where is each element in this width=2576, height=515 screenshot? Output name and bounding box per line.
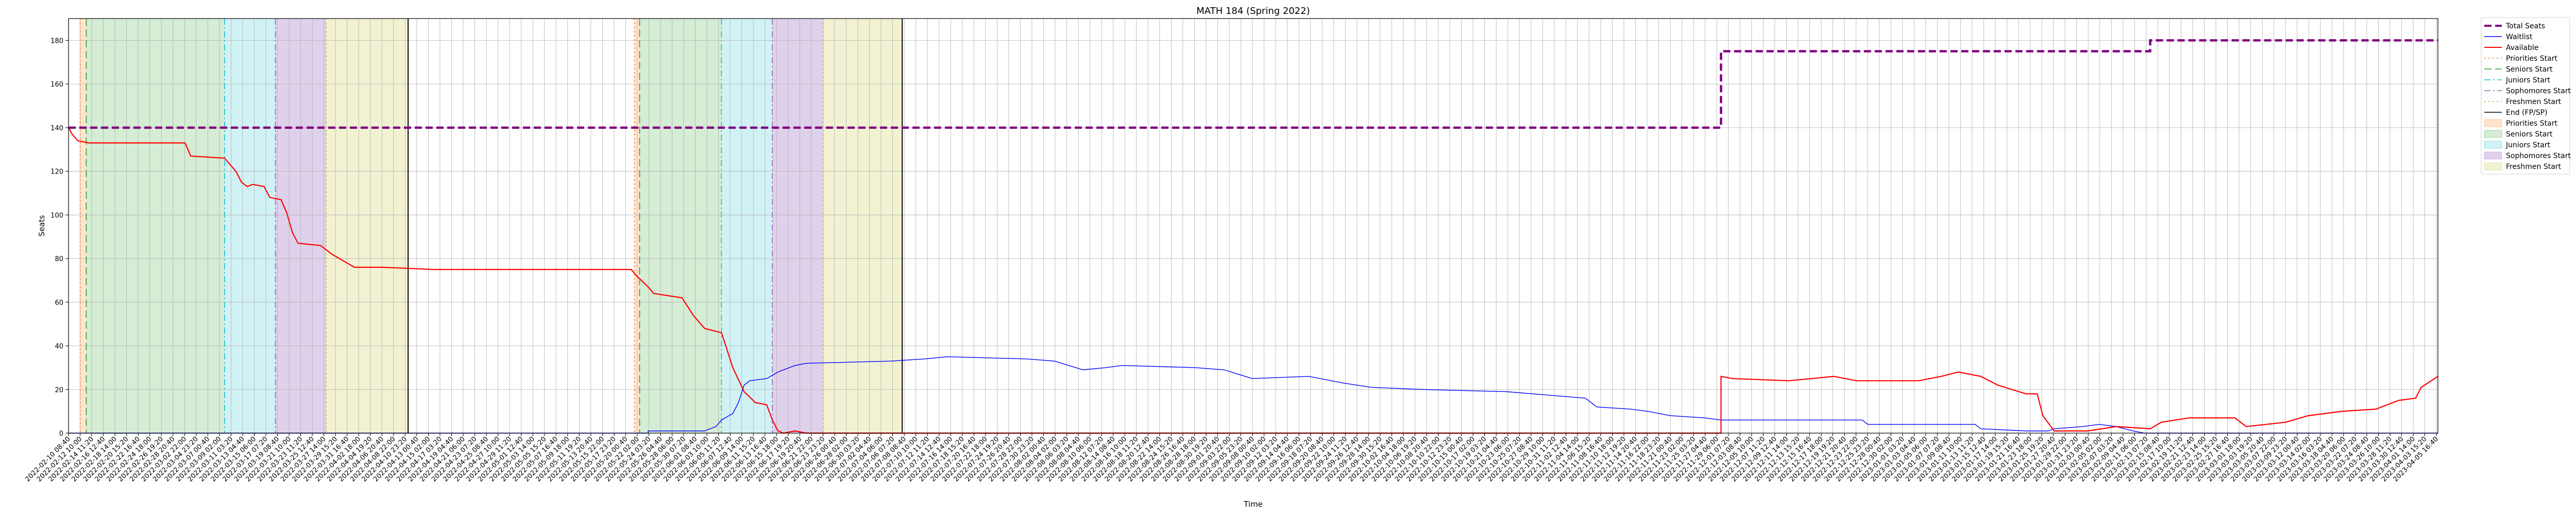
y-tick-label: 0 xyxy=(59,430,63,438)
reference-lines xyxy=(79,19,903,433)
y-tick-label: 140 xyxy=(50,125,63,132)
legend-patch-10 xyxy=(2484,130,2502,138)
legend-label: Priorities Start xyxy=(2506,119,2558,128)
legend-label: Waitlist xyxy=(2506,33,2533,41)
y-tick-label: 180 xyxy=(50,37,63,45)
legend-label: Juniors Start xyxy=(2505,76,2551,84)
series-lines xyxy=(68,39,2438,434)
shade-sophomores-start-1 xyxy=(772,19,823,433)
shade-freshmen-start-0 xyxy=(326,19,409,433)
legend-label: Seniors Start xyxy=(2506,65,2553,74)
shade-juniors-start-1 xyxy=(721,19,773,433)
legend-label: Sophomores Start xyxy=(2506,152,2571,160)
plot-frame xyxy=(68,18,2438,434)
y-tick-label: 60 xyxy=(55,299,63,307)
y-tick-label: 100 xyxy=(50,212,63,219)
x-axis-title: Time xyxy=(1243,500,1263,509)
legend-box xyxy=(2481,17,2570,175)
legend-patch-12 xyxy=(2484,151,2502,160)
grid xyxy=(68,19,2438,434)
series-available xyxy=(68,127,2438,434)
legend-label: Juniors Start xyxy=(2505,141,2551,149)
legend-label: Priorities Start xyxy=(2506,55,2558,63)
y-tick-label: 20 xyxy=(55,386,63,394)
legend-label: Freshmen Start xyxy=(2506,163,2562,171)
shade-freshmen-start-1 xyxy=(823,19,903,433)
legend-label: End (FP/SP) xyxy=(2506,109,2548,117)
legend-patch-13 xyxy=(2484,162,2502,170)
shade-priorities-start-0 xyxy=(80,19,87,433)
legend-label: Sophomores Start xyxy=(2506,87,2571,95)
shade-juniors-start-0 xyxy=(224,19,276,433)
legend-patch-11 xyxy=(2484,141,2502,149)
legend: Total Seats Waitlist Available Priorities S… xyxy=(2481,17,2571,175)
y-tick-label: 120 xyxy=(50,168,63,176)
legend-label: Seniors Start xyxy=(2506,130,2553,139)
y-tick-label: 160 xyxy=(50,81,63,89)
shade-priorities-start-1 xyxy=(634,19,640,433)
series-waitlist xyxy=(69,356,2438,434)
y-axis-title: Seats xyxy=(37,215,46,236)
legend-label: Available xyxy=(2506,44,2538,52)
legend-label: Freshmen Start xyxy=(2506,98,2562,106)
shade-seniors-start-1 xyxy=(639,19,722,433)
series-total-seats xyxy=(69,39,2438,129)
legend-label: Total Seats xyxy=(2505,22,2545,30)
shade-seniors-start-0 xyxy=(86,19,225,433)
legend-patch-9 xyxy=(2484,119,2502,127)
chart-title: MATH 184 (Spring 2022) xyxy=(1196,6,1310,16)
y-tick-label: 80 xyxy=(55,255,63,263)
y-tick-label: 40 xyxy=(55,343,63,351)
y-axis-ticks: 0 20 40 60 80 100 120 140 160 180 xyxy=(50,37,69,438)
